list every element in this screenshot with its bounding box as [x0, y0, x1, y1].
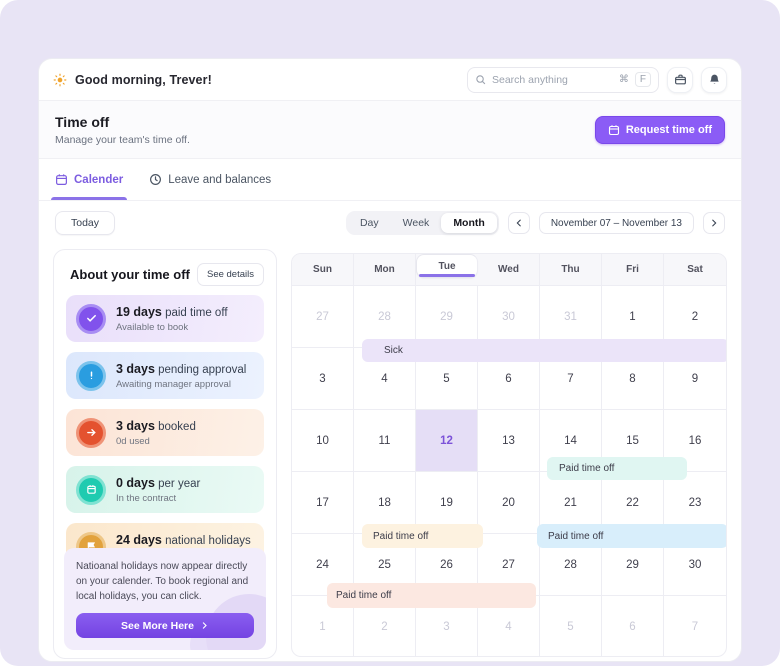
- day-cell[interactable]: 24: [292, 534, 354, 596]
- event-paid-time-off[interactable]: Paid time off: [547, 457, 687, 480]
- day-cell[interactable]: 3: [292, 348, 354, 410]
- shortcut-f-key: F: [634, 72, 651, 87]
- next-week-button[interactable]: [703, 212, 725, 234]
- bell-icon: [709, 74, 719, 84]
- prev-week-button[interactable]: [507, 212, 530, 234]
- calendar-toolbar: Today Day Week Month November 07 – Novem…: [39, 201, 741, 245]
- paid-time-off-card[interactable]: 19 days paid time off Available to book: [66, 295, 264, 342]
- weekday-fri[interactable]: Fri: [602, 254, 664, 285]
- see-details-button[interactable]: See details: [196, 263, 264, 286]
- search-box[interactable]: ⌘ F: [467, 66, 659, 93]
- page-subtitle: Manage your team's time off.: [55, 133, 190, 146]
- view-day-button[interactable]: Day: [348, 213, 391, 233]
- card-subtext: Available to book: [116, 321, 189, 333]
- day-cell[interactable]: 16: [664, 410, 726, 472]
- weekday-sun[interactable]: Sun: [292, 254, 354, 285]
- day-cell[interactable]: 20: [478, 472, 540, 534]
- day-cell[interactable]: 2: [354, 596, 416, 656]
- sun-icon: [53, 73, 67, 87]
- day-cell[interactable]: 6: [602, 596, 664, 656]
- day-cell[interactable]: 5: [416, 348, 478, 410]
- view-week-button[interactable]: Week: [391, 213, 442, 233]
- date-range[interactable]: November 07 – November 13: [538, 212, 694, 234]
- briefcase-button[interactable]: [667, 66, 693, 93]
- day-cell[interactable]: 27: [292, 286, 354, 348]
- day-cell[interactable]: 9: [664, 348, 726, 410]
- weekday-wed[interactable]: Wed: [478, 254, 540, 285]
- day-cell[interactable]: 1: [292, 596, 354, 656]
- card-subtext: In the contract: [116, 492, 177, 504]
- day-cell[interactable]: 4: [354, 348, 416, 410]
- app-window: Good morning, Trever! ⌘ F: [38, 58, 742, 662]
- event-paid-time-off[interactable]: Paid time off: [327, 583, 536, 608]
- per-year-card[interactable]: 0 days per year In the contract: [66, 466, 264, 513]
- day-cell[interactable]: 13: [478, 410, 540, 472]
- chevron-left-icon: [516, 219, 521, 227]
- time-off-summary-panel: About your time off See details 19 days …: [53, 249, 277, 659]
- day-cell[interactable]: 17: [292, 472, 354, 534]
- greeting-text: Good morning, Trever!: [75, 72, 212, 87]
- page-title: Time off: [55, 113, 110, 130]
- day-cell[interactable]: 10: [292, 410, 354, 472]
- tab-bar: Calender Leave and balances: [39, 159, 741, 201]
- weekday-thu[interactable]: Thu: [540, 254, 602, 285]
- day-cell[interactable]: 29: [602, 534, 664, 596]
- briefcase-icon: [674, 74, 686, 85]
- day-cell[interactable]: 5: [540, 596, 602, 656]
- day-cell-selected[interactable]: 12: [416, 410, 478, 472]
- page-header: Time off Manage your team's time off. Re…: [39, 101, 741, 159]
- notice-text: Natioanal holidays now appear directly o…: [76, 561, 249, 602]
- chevron-right-icon: [202, 622, 207, 629]
- request-time-off-button[interactable]: Request time off: [594, 115, 725, 144]
- tab-leave-and-balances[interactable]: Leave and balances: [149, 159, 271, 200]
- day-cell[interactable]: 28: [540, 534, 602, 596]
- event-paid-time-off[interactable]: Paid time off: [537, 524, 726, 548]
- day-cell[interactable]: 6: [478, 348, 540, 410]
- calendar-icon: [56, 174, 67, 185]
- calendar-circle-icon: [76, 474, 106, 505]
- chevron-right-icon: [712, 219, 717, 227]
- card-subtext: Awaiting manager approval: [116, 378, 231, 390]
- pending-approval-card[interactable]: 3 days pending approval Awaiting manager…: [66, 352, 264, 399]
- view-switcher: Day Week Month: [345, 211, 499, 235]
- tab-calendar[interactable]: Calender: [50, 159, 128, 200]
- notifications-button[interactable]: [701, 66, 727, 93]
- check-circle-icon: [76, 303, 106, 334]
- weekday-sat[interactable]: Sat: [687, 264, 703, 275]
- day-cell[interactable]: 7: [664, 596, 726, 656]
- day-cell[interactable]: 11: [354, 410, 416, 472]
- day-cell[interactable]: 4: [478, 596, 540, 656]
- booked-card[interactable]: 3 days booked 0d used: [66, 409, 264, 456]
- see-more-button[interactable]: See More Here: [76, 613, 254, 638]
- arrow-right-icon: [76, 417, 106, 448]
- shortcut-cmd-key: ⌘: [618, 74, 629, 85]
- alert-circle-icon: [76, 360, 106, 391]
- holidays-notice: Natioanal holidays now appear directly o…: [64, 548, 266, 650]
- top-header: Good morning, Trever! ⌘ F: [39, 59, 741, 101]
- view-month-button[interactable]: Month: [441, 213, 497, 233]
- leave-balances-icon: [150, 174, 162, 185]
- panel-title: About your time off: [70, 267, 190, 282]
- event-sick[interactable]: Sick: [362, 339, 726, 362]
- weekday-header-row: Sun Mon Tue Wed Thu Fri Sat: [292, 254, 726, 286]
- day-cell[interactable]: 3: [416, 596, 478, 656]
- today-button[interactable]: Today: [55, 211, 116, 235]
- day-cell[interactable]: 8: [602, 348, 664, 410]
- month-calendar: Sun Mon Tue Wed Thu Fri Sat 27 28 29 30 …: [291, 253, 727, 657]
- weekday-mon[interactable]: Mon: [354, 254, 416, 285]
- weekday-tue-today[interactable]: Tue: [416, 254, 478, 278]
- day-cell[interactable]: 30: [664, 534, 726, 596]
- event-paid-time-off[interactable]: Paid time off: [362, 524, 483, 548]
- search-icon: [475, 74, 486, 85]
- day-cell[interactable]: 7: [540, 348, 602, 410]
- calendar-icon: [608, 124, 619, 135]
- card-subtext: 0d used: [116, 435, 150, 447]
- search-input[interactable]: [492, 73, 613, 86]
